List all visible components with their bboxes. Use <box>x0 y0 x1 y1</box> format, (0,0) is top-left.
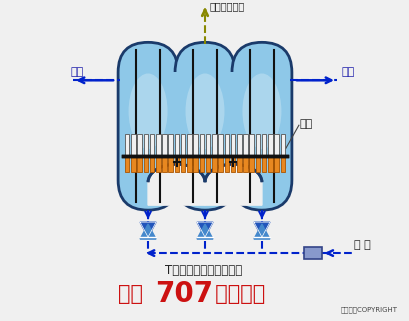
Text: 进 水: 进 水 <box>354 240 371 250</box>
Text: 剩余污泥排放: 剩余污泥排放 <box>210 1 245 11</box>
Bar <box>256 134 260 156</box>
Bar <box>175 134 179 156</box>
Bar <box>268 156 273 172</box>
Bar <box>274 134 279 156</box>
Bar <box>131 156 135 172</box>
FancyBboxPatch shape <box>232 42 292 210</box>
Bar <box>137 156 142 172</box>
Bar <box>156 156 160 172</box>
Bar <box>131 134 135 156</box>
Bar <box>169 156 173 172</box>
Bar <box>181 134 185 156</box>
Text: 707: 707 <box>155 280 213 308</box>
Bar <box>225 134 229 156</box>
Bar <box>237 156 242 172</box>
Bar <box>181 156 185 172</box>
Text: T型氧化沟系统工艺流程: T型氧化沟系统工艺流程 <box>165 264 243 277</box>
Bar <box>162 134 167 156</box>
Bar <box>187 134 192 156</box>
Text: 出水: 出水 <box>70 67 83 77</box>
Bar <box>231 156 235 172</box>
Bar <box>218 156 223 172</box>
Bar <box>249 156 254 172</box>
Text: 东方仿真COPYRIGHT: 东方仿真COPYRIGHT <box>341 307 398 313</box>
Bar <box>225 156 229 172</box>
Bar <box>162 156 167 172</box>
Bar <box>187 156 192 172</box>
Bar <box>144 134 148 156</box>
Bar <box>218 134 223 156</box>
Bar <box>281 156 285 172</box>
Bar <box>268 134 273 156</box>
Polygon shape <box>254 222 270 237</box>
Ellipse shape <box>243 74 281 149</box>
Bar <box>256 156 260 172</box>
Bar <box>193 134 198 156</box>
Bar <box>274 156 279 172</box>
Bar <box>125 156 129 172</box>
Bar <box>237 134 242 156</box>
Bar <box>212 134 217 156</box>
Polygon shape <box>140 224 156 239</box>
Bar <box>150 156 154 172</box>
Text: 转刷: 转刷 <box>300 119 313 129</box>
Bar <box>205 72 262 180</box>
Bar <box>200 134 204 156</box>
Polygon shape <box>205 164 262 205</box>
Bar <box>243 134 248 156</box>
FancyBboxPatch shape <box>175 42 235 210</box>
Bar <box>206 134 210 156</box>
Polygon shape <box>254 224 270 239</box>
Bar <box>125 134 129 156</box>
Bar <box>212 156 217 172</box>
Bar <box>175 156 179 172</box>
Bar <box>150 134 154 156</box>
Bar <box>193 156 198 172</box>
Bar <box>169 134 173 156</box>
Ellipse shape <box>186 74 225 149</box>
Polygon shape <box>197 224 213 239</box>
Bar <box>156 134 160 156</box>
Bar <box>262 134 266 156</box>
Text: 剪辑制作: 剪辑制作 <box>208 284 265 304</box>
Ellipse shape <box>128 74 168 149</box>
Bar <box>231 134 235 156</box>
Bar <box>304 247 322 259</box>
Text: 化工: 化工 <box>118 284 143 304</box>
Polygon shape <box>197 222 213 237</box>
Polygon shape <box>148 164 205 205</box>
Bar <box>144 156 148 172</box>
Bar <box>262 156 266 172</box>
Polygon shape <box>140 222 156 237</box>
FancyBboxPatch shape <box>118 42 178 210</box>
Bar <box>200 156 204 172</box>
Bar <box>243 156 248 172</box>
Bar <box>137 134 142 156</box>
Bar <box>281 134 285 156</box>
Bar <box>148 72 205 180</box>
Text: 出水: 出水 <box>342 67 355 77</box>
Bar <box>206 156 210 172</box>
Bar <box>249 134 254 156</box>
